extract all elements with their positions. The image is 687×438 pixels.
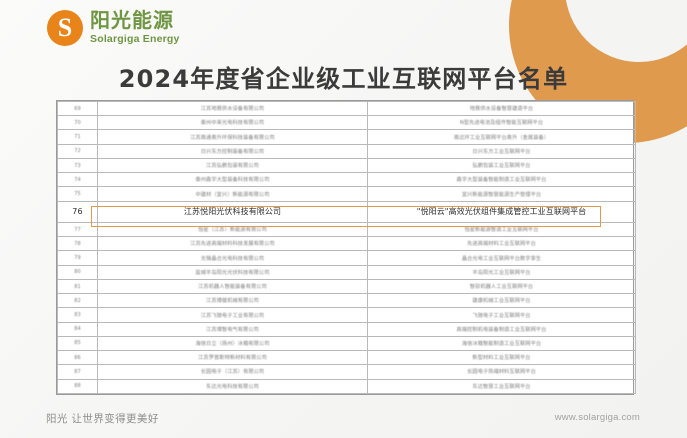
platform-name-cell: 晶合光电工业互联网平台数字孪生 [367,250,636,266]
table-row: 87 长园电子（江苏）有限公司 长园电子热缩材料互联网平台 [57,364,636,380]
company-name-cell: 无锡晶合光电科技有限公司 [97,250,368,266]
company-name-cell: 江苏罗普斯特新材料有限公司 [97,350,368,366]
footer-website: www.solargiga.com [554,412,640,423]
platform-name-cell: 长园电子热缩材料互联网平台 [367,364,636,380]
row-number-cell: 76 [57,200,98,224]
platform-name-cell: 宜兴新能源智慧能源生产管理平台 [367,186,636,202]
row-number-cell: 71 [57,129,98,145]
logo-text-block: 阳光能源 Solargiga Energy [90,9,180,45]
platform-name-cell: 东达智慧工业互联网平台 [367,378,636,395]
row-number-cell: 87 [57,364,98,380]
company-name-cell: 江苏地赛供水设备有限公司 [97,100,368,117]
table-row: 83 江苏飞驰电子工业有限公司 飞驰电子工业互联网平台 [57,307,636,323]
table-row: 85 海信日立（扬州）冰箱有限公司 海信冰箱智能制造工业互联网平台 [57,335,636,352]
table-row: 74 泰州鑫宇大型装备科技有限公司 鑫宇大型装备智能制造工业互联网平台 [57,172,636,188]
platform-name-cell: 弘鹏包装工业互联网平台 [367,157,636,174]
company-name-cell: 盐城半岛阳光光伏科技有限公司 [97,264,368,280]
row-number-cell: 81 [57,278,98,295]
logo-s-mark-icon: S [47,10,83,46]
slide-title: 2024年度省企业级工业互联网平台名单 [118,65,569,93]
row-number-cell: 83 [57,307,98,323]
platform-name-cell: N型先进电池及组件智能互联网平台 [367,115,636,131]
logo-name-en: Solargiga Energy [90,32,180,45]
table-row: 86 江苏罗普斯特新材料有限公司 新型材料工业互联网平台 [57,350,636,366]
company-name-cell: 日兴东方控制装备有限公司 [97,143,368,159]
table-row: 88 东达光电科技有限公司 东达智慧工业互联网平台 [57,378,636,395]
platform-name-cell: 新型材料工业互联网平台 [367,350,636,366]
platform-name-cell: 智驭机器人工业互联网平台 [367,278,636,295]
row-number-cell: 77 [57,221,98,238]
company-name-cell: 江苏飞驰电子工业有限公司 [97,307,368,323]
row-number-cell: 84 [57,321,98,337]
table-row: 75 中建材（宜兴）新能源有限公司 宜兴新能源智慧能源生产管理平台 [57,186,636,202]
row-number-cell: 75 [57,186,98,202]
company-name-cell: 泰州鑫宇大型装备科技有限公司 [97,172,368,188]
company-logo: S 阳光能源 Solargiga Energy [47,10,180,46]
table-row: 69 江苏地赛供水设备有限公司 地赛供水设备智慧建造平台 [57,100,636,117]
table-row: 81 江苏机器人智能装备有限公司 智驭机器人工业互联网平台 [57,278,636,295]
company-name-cell: 江苏博智电气有限公司 [97,321,368,337]
company-name-cell: 江苏弘鹏包装有限公司 [97,157,368,174]
company-name-cell: 江苏南通奥升环保科技装备有限公司 [97,129,368,145]
company-name-cell: 中建材（宜兴）新能源有限公司 [97,186,368,202]
platform-name-cell: 地赛供水设备智慧建造平台 [367,100,636,117]
company-name-cell: 长园电子（江苏）有限公司 [97,364,368,380]
row-number-cell: 74 [57,172,98,188]
table-row: 70 泰州中来光电科技有限公司 N型先进电池及组件智能互联网平台 [57,115,636,131]
platform-name-cell: 高端控制机电装备制造工业互联网平台 [367,321,636,337]
platform-name-cell: 日兴东方工业互联网平台 [367,143,636,159]
table-row: 84 江苏博智电气有限公司 高端控制机电装备制造工业互联网平台 [57,321,636,337]
company-name-cell: 东达光电科技有限公司 [97,378,368,395]
table-row: 72 日兴东方控制装备有限公司 日兴东方工业互联网平台 [57,143,636,159]
row-number-cell: 88 [57,378,98,395]
row-number-cell: 72 [57,143,98,159]
table-row: 71 江苏南通奥升环保科技装备有限公司 南达环工业互联网平台奥升（金属装备） [57,129,636,145]
platform-name-cell: 半岛阳光工业互联网平台 [367,264,636,280]
slide-footer: 阳光 让世界变得更美好 www.solargiga.com [0,402,687,438]
platform-list-table: 69 江苏地赛供水设备有限公司 地赛供水设备智慧建造平台 70 泰州中来光电科技有限公司… [56,100,636,395]
platform-name-cell: 南达环工业互联网平台奥升（金属装备） [367,129,636,145]
footer-slogan: 阳光 让世界变得更美好 [46,413,159,425]
table-row: 82 江苏博健机械有限公司 建康机械工业互联网平台 [57,293,636,309]
company-name-cell: 泰州中来光电科技有限公司 [97,115,368,131]
table-row: 79 无锡晶合光电科技有限公司 晶合光电工业互联网平台数字孪生 [57,250,636,266]
platform-name-cell: 海信冰箱智能制造工业互联网平台 [367,335,636,352]
decorative-ring-hole [565,0,687,62]
company-name-cell: 江苏悦阳光伏科技有限公司 [97,200,368,224]
table-row: 78 江苏先进高端材料科技发展有限公司 先进高端材料工业互联网平台 [57,236,636,252]
table-row: 76 江苏悦阳光伏科技有限公司 "悦阳云"高效光伏组件集成管控工业互联网平台 [57,200,636,224]
table-element: 69 江苏地赛供水设备有限公司 地赛供水设备智慧建造平台 70 泰州中来光电科技有限公司… [57,100,636,395]
table-row: 77 恒星（江苏）新能源有限公司 恒星新能源智造工业互联网平台 [57,221,636,238]
table-row: 73 江苏弘鹏包装有限公司 弘鹏包装工业互联网平台 [57,157,636,174]
row-number-cell: 69 [57,100,98,117]
platform-name-cell: 先进高端材料工业互联网平台 [367,236,636,252]
platform-name-cell: 鑫宇大型装备智能制造工业互联网平台 [367,172,636,188]
table-row: 80 盐城半岛阳光光伏科技有限公司 半岛阳光工业互联网平台 [57,264,636,280]
row-number-cell: 73 [57,157,98,174]
row-number-cell: 82 [57,293,98,309]
platform-name-cell: 建康机械工业互联网平台 [367,293,636,309]
row-number-cell: 79 [57,250,98,266]
logo-name-cn: 阳光能源 [90,9,174,32]
company-name-cell: 恒星（江苏）新能源有限公司 [97,221,368,238]
row-number-cell: 86 [57,350,98,366]
platform-name-cell: 恒星新能源智造工业互联网平台 [367,221,636,238]
row-number-cell: 80 [57,264,98,280]
company-name-cell: 江苏机器人智能装备有限公司 [97,278,368,295]
company-name-cell: 江苏先进高端材料科技发展有限公司 [97,236,368,252]
company-name-cell: 海信日立（扬州）冰箱有限公司 [97,335,368,352]
company-name-cell: 江苏博健机械有限公司 [97,293,368,309]
platform-name-cell: "悦阳云"高效光伏组件集成管控工业互联网平台 [367,200,636,224]
table-body: 69 江苏地赛供水设备有限公司 地赛供水设备智慧建造平台 70 泰州中来光电科技有限公司… [57,100,636,395]
platform-name-cell: 飞驰电子工业互联网平台 [367,307,636,323]
row-number-cell: 85 [57,335,98,352]
row-number-cell: 78 [57,236,98,252]
row-number-cell: 70 [57,115,98,131]
